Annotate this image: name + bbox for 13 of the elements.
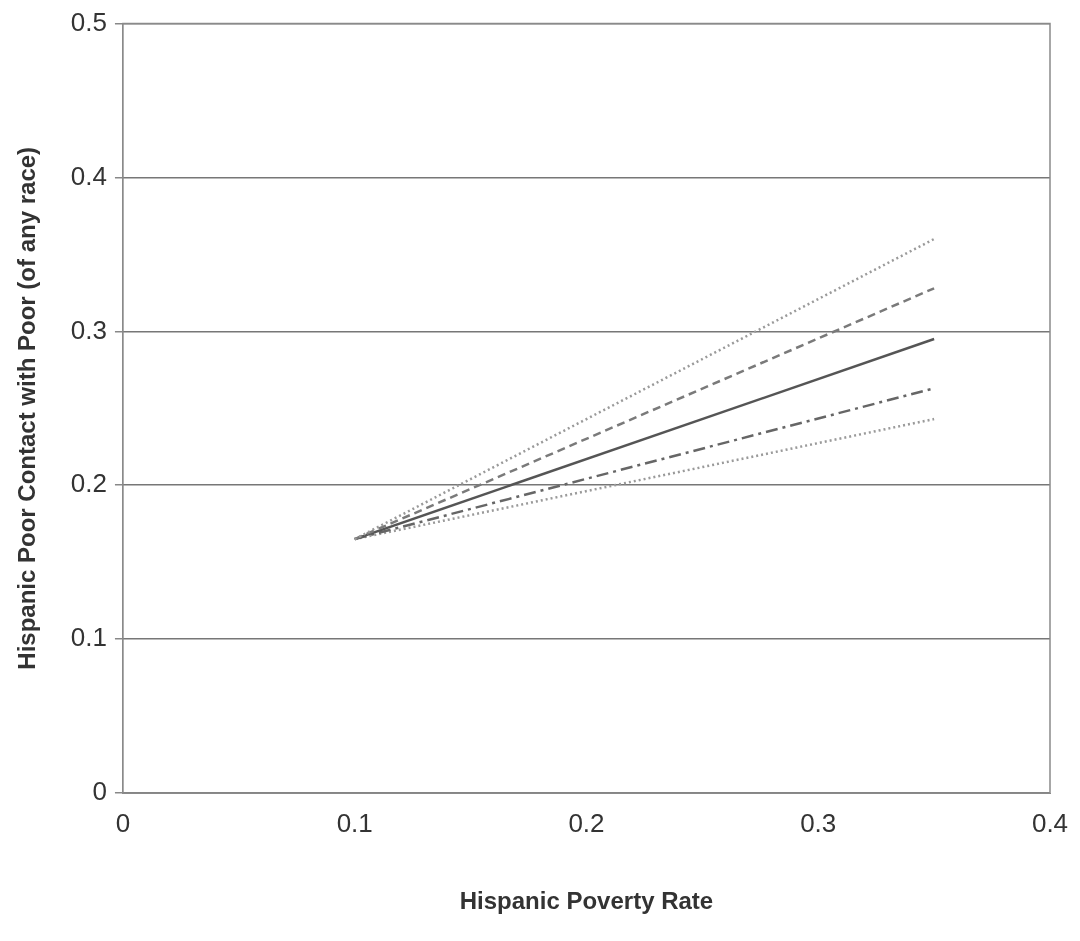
y-tick-label: 0 xyxy=(92,776,107,807)
y-tick-label: 0.5 xyxy=(70,6,107,37)
x-tick-label: 0.2 xyxy=(568,807,605,838)
y-tick-label: 0.4 xyxy=(70,160,107,191)
y-tick-label: 0.3 xyxy=(70,314,107,345)
x-tick-label: 0 xyxy=(115,807,131,838)
y-axis-title: Hispanic Poor Contact with Poor (of any race) xyxy=(13,146,41,670)
y-tick-label: 0.1 xyxy=(70,622,107,653)
x-tick-label: 0.1 xyxy=(336,807,373,838)
x-axis-title: Hispanic Poverty Rate xyxy=(459,887,714,915)
x-tick-label: 0.3 xyxy=(800,807,837,838)
x-tick-label: 0.4 xyxy=(1031,807,1069,838)
y-tick-label: 0.2 xyxy=(70,468,107,499)
